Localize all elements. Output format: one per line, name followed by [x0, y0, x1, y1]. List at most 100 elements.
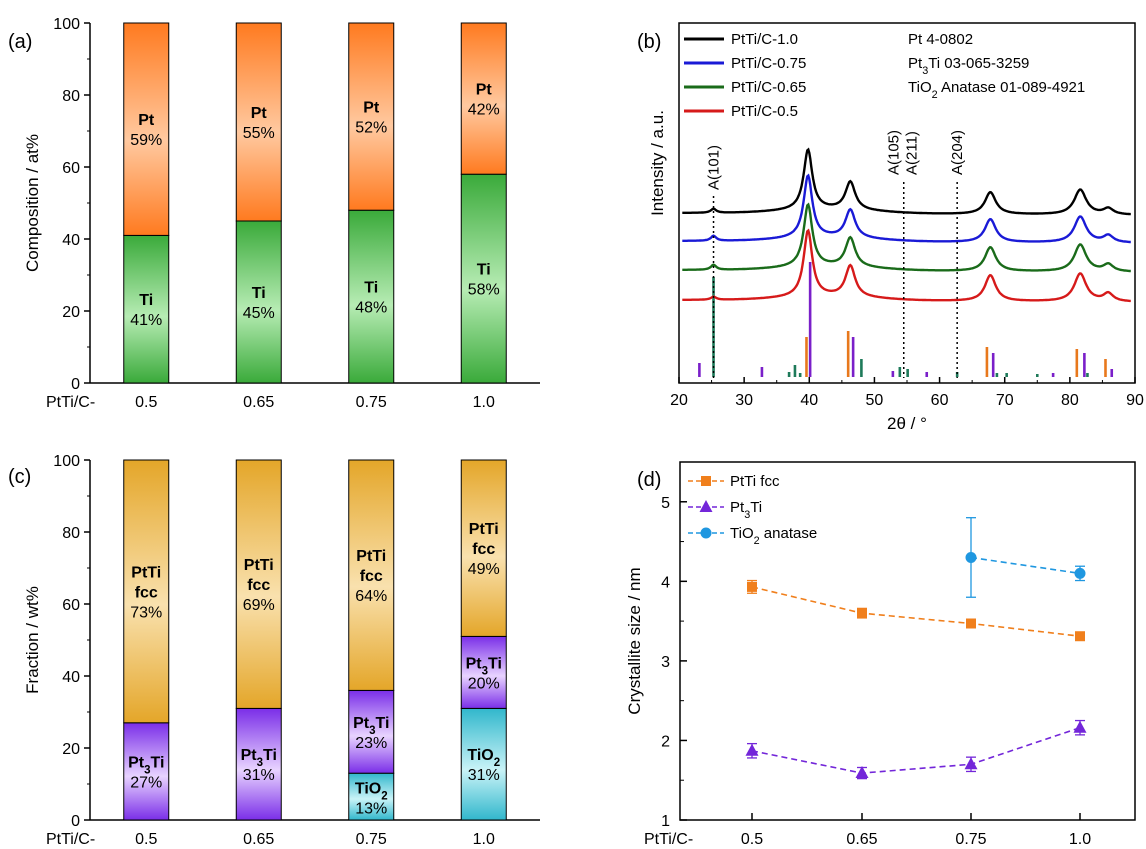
data-point-square	[966, 618, 976, 629]
bar-segment	[348, 459, 395, 691]
y-tick-label: 40	[62, 232, 80, 249]
peak-annotation: A(105)	[886, 130, 903, 175]
bar-series-label: TiO2	[355, 781, 388, 803]
x-tick-label: 0.65	[243, 394, 274, 411]
bar-value-label: 31%	[243, 767, 275, 784]
bar-series-label: Pt3Ti	[241, 747, 277, 769]
y-tick-label: 60	[62, 160, 80, 177]
bar-value-label: 52%	[355, 120, 387, 137]
x-tick-label: 0.75	[356, 831, 387, 848]
bar-value-label: 64%	[355, 588, 387, 605]
x-tick-label: 0.75	[356, 394, 387, 411]
x-tick-label: 0.5	[135, 394, 157, 411]
x-tick-label: 1.0	[473, 831, 495, 848]
x-tick-label: 20	[670, 392, 688, 409]
y-tick-label: 20	[62, 741, 80, 758]
bar-value-label: 20%	[468, 675, 500, 692]
bar-value-label: 49%	[468, 561, 500, 578]
bar-series-label: Pt3Ti	[128, 754, 164, 776]
peak-annotation: A(101)	[706, 145, 723, 190]
bar-value-label: 41%	[130, 312, 162, 329]
bar-series-label: Pt	[138, 112, 155, 129]
data-point-square	[701, 476, 711, 486]
x-tick-label: 0.65	[243, 831, 274, 848]
bar-series-label: fcc	[135, 584, 158, 601]
bar-series-label: TiO2	[467, 747, 500, 769]
x-axis-prefix: PtTi/C-	[46, 394, 95, 411]
bar-segment	[123, 722, 170, 821]
panel-label: (a)	[8, 31, 32, 53]
legend-label: PtTi/C-1.0	[731, 31, 798, 48]
y-tick-label: 60	[62, 597, 80, 614]
y-axis-title: Fraction / wt%	[23, 586, 42, 694]
y-axis-title: Composition / at%	[23, 134, 42, 272]
xrd-pattern-line	[682, 228, 1131, 303]
x-axis-title: 2θ / °	[887, 414, 927, 433]
panel-a-composition-chart: (a) 0 20 40 60 80 100 Composition / at% PtTi/C- 0…	[8, 16, 540, 411]
y-tick-label: 20	[62, 304, 80, 321]
bar-series-label: PtTi	[131, 564, 161, 581]
bar-series-label: Pt3Ti	[353, 715, 389, 737]
bar-segment	[460, 22, 507, 175]
y-tick-label: 2	[661, 733, 670, 750]
data-point-circle	[700, 527, 712, 539]
bar-series-label: Ti	[364, 280, 378, 297]
bar-value-label: 55%	[243, 125, 275, 142]
x-axis-prefix: PtTi/C-	[46, 831, 95, 848]
y-tick-label: 80	[62, 525, 80, 542]
bar-value-label: 42%	[468, 102, 500, 119]
y-tick-label: 5	[661, 495, 670, 512]
y-axis-title: Crystallite size / nm	[625, 567, 644, 714]
bar-segment	[235, 707, 282, 821]
data-point-triangle	[1073, 720, 1087, 733]
x-tick-label: 40	[800, 392, 818, 409]
y-tick-label: 4	[661, 574, 670, 591]
x-tick-label: 30	[735, 392, 753, 409]
bar-series-label: fcc	[472, 541, 495, 558]
x-tick-label: 60	[931, 392, 949, 409]
xrd-pattern-line	[682, 173, 1131, 244]
bar-segment	[348, 689, 395, 774]
bar-series-label: Pt3Ti	[466, 655, 502, 677]
plot-frame	[678, 22, 1136, 384]
panel-label: (c)	[8, 466, 31, 488]
bar-series-label: fcc	[247, 577, 270, 594]
xrd-pattern-line	[682, 147, 1131, 216]
bar-segment	[123, 234, 170, 384]
y-tick-label: 40	[62, 669, 80, 686]
bar-series-label: PtTi	[356, 548, 386, 565]
bar-value-label: 59%	[130, 132, 162, 149]
bar-series-label: Ti	[477, 262, 491, 279]
bar-value-label: 45%	[243, 305, 275, 322]
bar-segment	[123, 459, 170, 724]
bar-series-label: Pt	[251, 105, 268, 122]
panel-d-crystallite-chart: (d) 1 2 3 4 5 Crystallite size / nm PtTi/C- 0.5 0…	[625, 461, 1136, 848]
data-point-square	[857, 608, 867, 619]
bar-segment	[460, 635, 507, 709]
y-tick-label: 100	[53, 453, 80, 470]
bar-series-label: Ti	[139, 292, 153, 309]
bar-value-label: 13%	[355, 801, 387, 818]
bar-series-label: Pt	[363, 100, 380, 117]
bar-segment	[123, 22, 170, 236]
data-point-circle	[1074, 567, 1086, 579]
bar-series-label: PtTi	[469, 521, 499, 538]
y-tick-label: 0	[71, 813, 80, 830]
x-tick-label: 0.75	[955, 831, 986, 848]
x-tick-label: 0.5	[741, 831, 763, 848]
bar-value-label: 58%	[468, 282, 500, 299]
legend-label: TiO2 Anatase 01-089-4921	[908, 79, 1085, 101]
series-line	[751, 586, 1081, 637]
y-axis-title: Intensity / a.u.	[648, 110, 667, 216]
bar-value-label: 27%	[130, 774, 162, 791]
bar-segment	[235, 220, 282, 384]
bar-series-label: fcc	[360, 568, 383, 585]
y-tick-label: 0	[71, 376, 80, 393]
bar-segment	[460, 173, 507, 384]
bar-segment	[348, 209, 395, 384]
peak-annotation: A(211)	[904, 131, 921, 175]
data-point-triangle	[964, 757, 978, 770]
bar-value-label: 48%	[355, 300, 387, 317]
legend-label: PtTi/C-0.5	[731, 103, 798, 120]
